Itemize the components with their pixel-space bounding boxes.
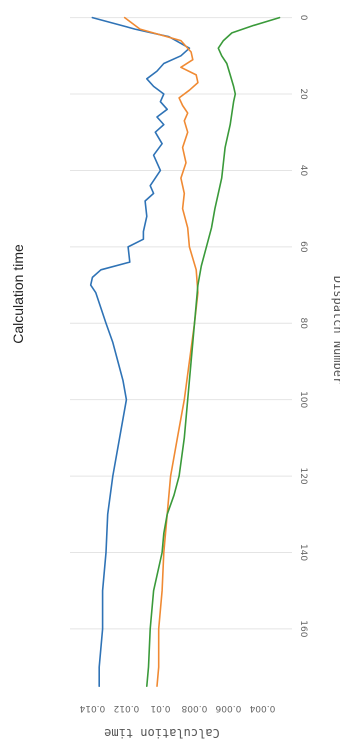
x-axis: 0 20 40 60 80 100 120 140 160 [298, 15, 308, 638]
x-tick-label: 80 [298, 318, 308, 330]
y-tick-label: 0.012 [114, 703, 140, 713]
y-axis: 0.004 0.006 0.008 0.01 0.012 0.014 [79, 703, 275, 713]
chart-title: Calculation time [10, 244, 26, 344]
y-tick-label: 0.014 [79, 703, 105, 713]
x-tick-label: 120 [298, 467, 308, 484]
x-tick-label: 60 [298, 241, 308, 253]
series-line-3 [146, 16, 281, 688]
series-line-2 [123, 16, 199, 688]
y-tick-label: 0.01 [150, 703, 170, 713]
x-tick-label: 40 [298, 165, 308, 177]
series-layer [89, 16, 281, 688]
x-tick-label: 140 [298, 544, 308, 561]
y-tick-label: 0.004 [249, 703, 275, 713]
x-axis-label: Dispatch Number [331, 276, 340, 384]
x-tick-label: 160 [298, 620, 308, 637]
grid [70, 17, 292, 630]
series-line-1 [89, 16, 191, 688]
y-tick-label: 0.006 [215, 703, 241, 713]
x-tick-label: 20 [298, 88, 308, 100]
x-tick-label: 100 [298, 391, 308, 408]
y-axis-label: Calculation time [104, 726, 220, 740]
y-tick-label: 0.008 [181, 703, 207, 713]
x-tick-label: 0 [298, 15, 308, 21]
